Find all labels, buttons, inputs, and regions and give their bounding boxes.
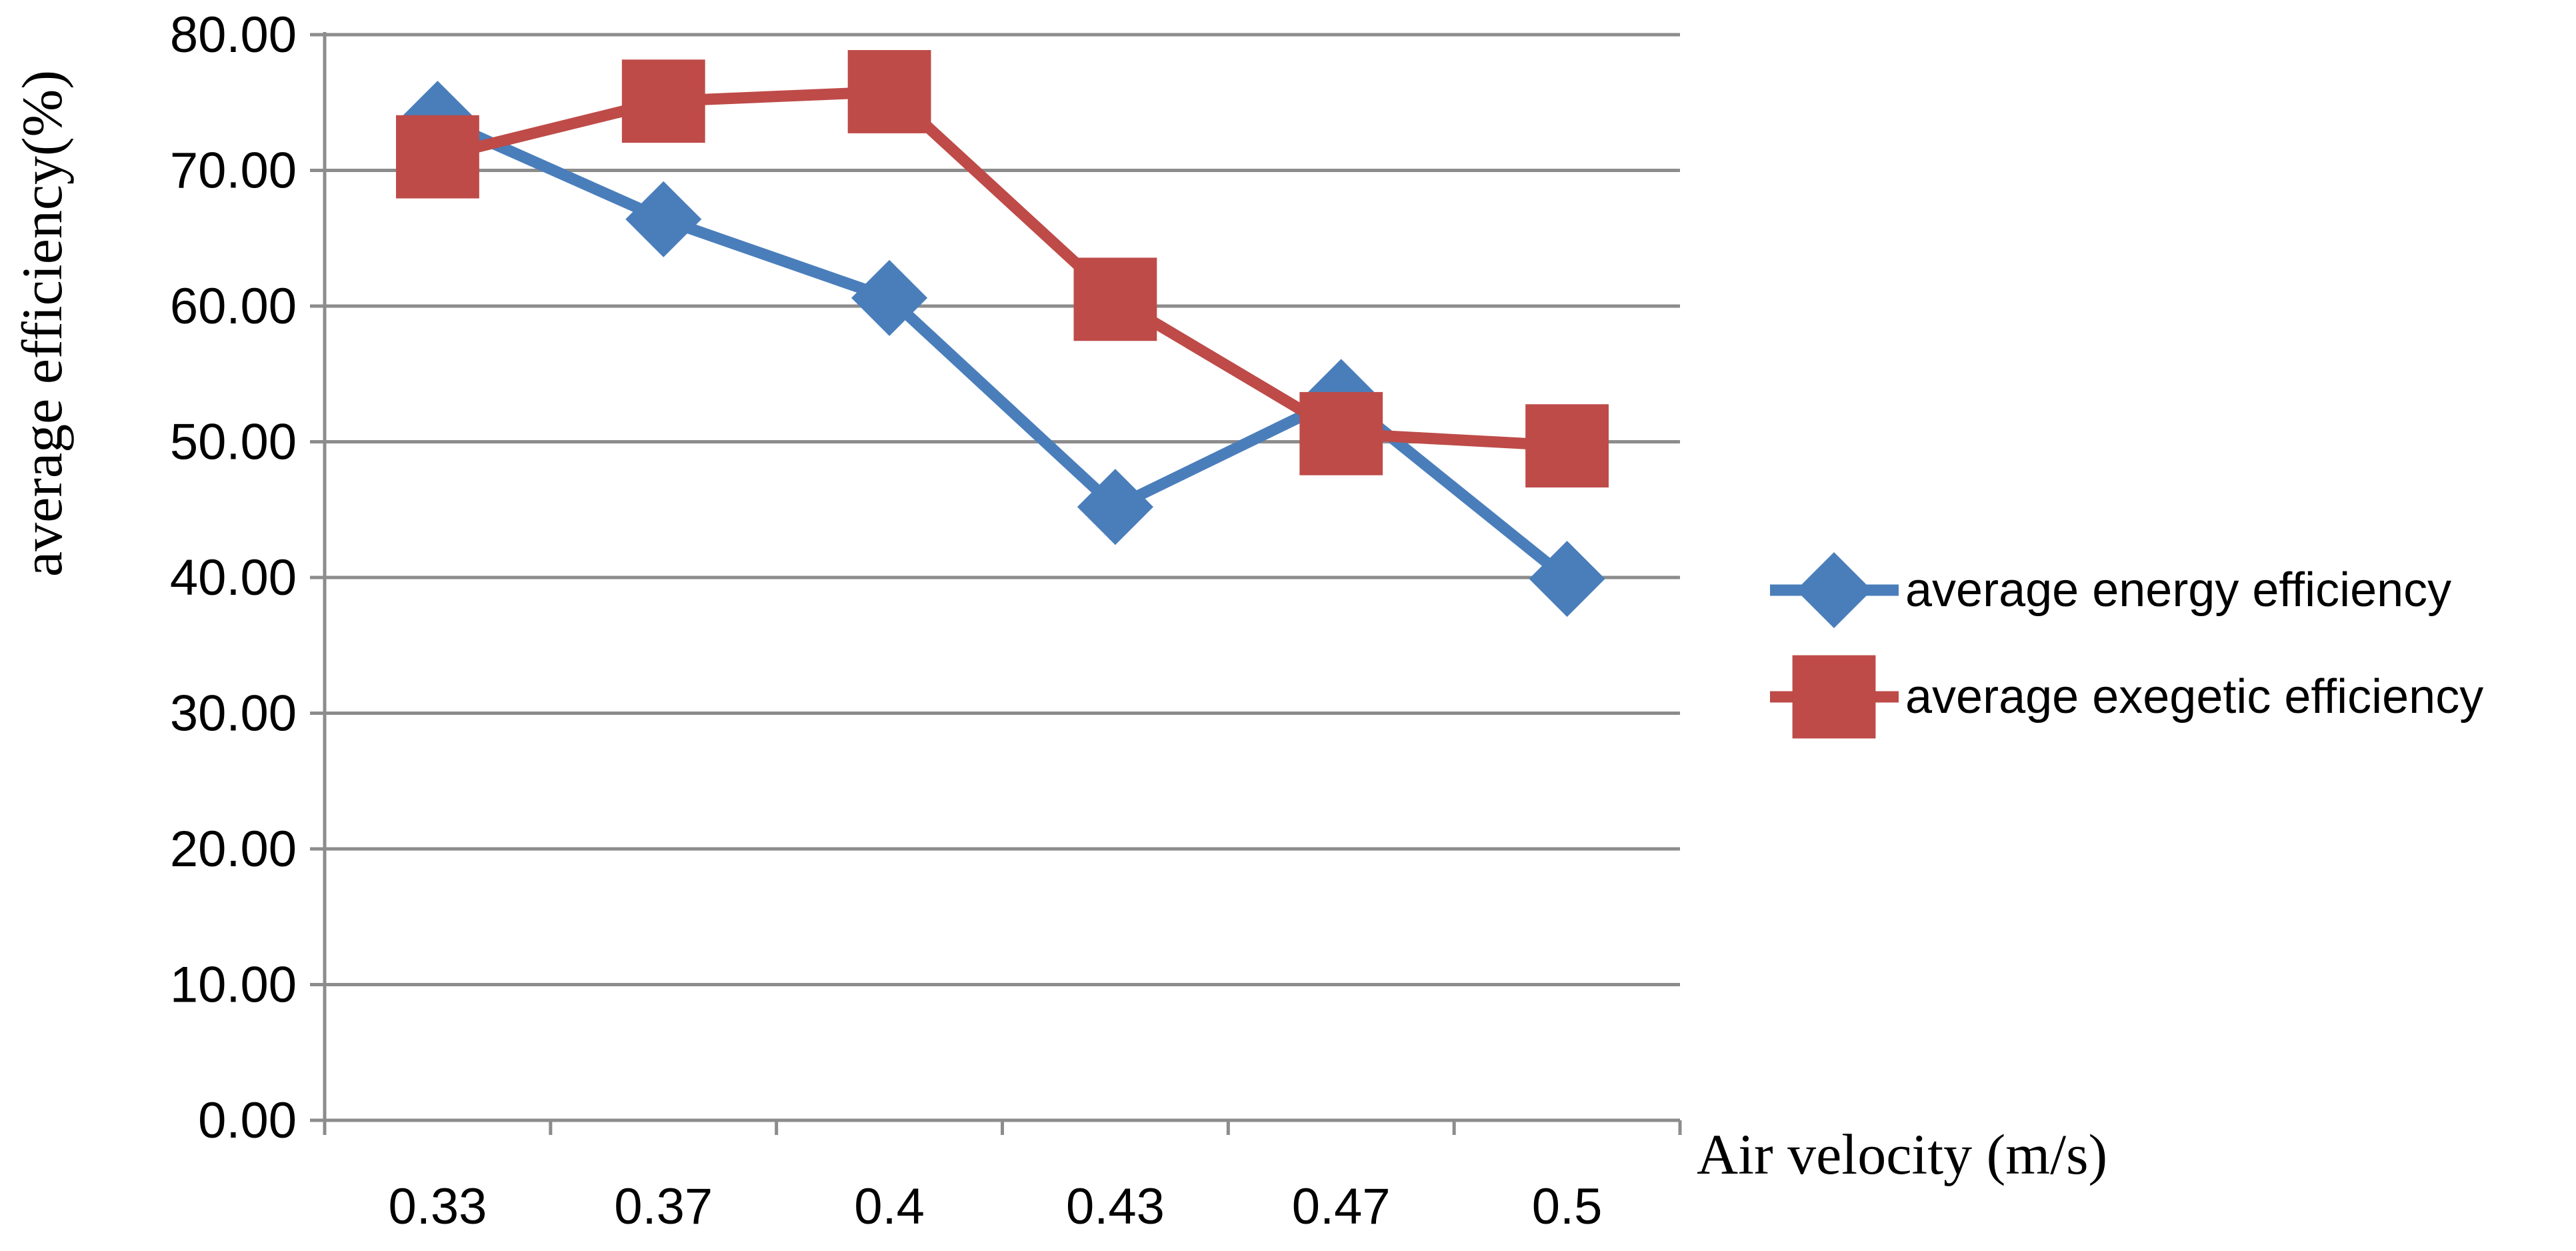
legend-entry: average energy efficiency bbox=[1770, 551, 2451, 629]
y-tick-label: 80.00 bbox=[170, 7, 297, 63]
data-point-square bbox=[847, 50, 931, 133]
y-tick-labels: 0.00 10.00 20.00 30.00 40.00 50.00 60.00 70.00 8… bbox=[170, 7, 297, 1149]
y-tick-label: 0.00 bbox=[198, 1092, 297, 1149]
y-tick-label: 10.00 bbox=[170, 957, 297, 1014]
data-point-square bbox=[1073, 257, 1157, 341]
legend-marker-square bbox=[1792, 655, 1876, 739]
x-tick-label: 0.47 bbox=[1292, 1178, 1391, 1235]
data-point-diamond bbox=[625, 181, 702, 257]
y-axis-title: average efficiency(%) bbox=[10, 70, 74, 577]
y-tick-label: 40.00 bbox=[170, 549, 297, 606]
y-tick-label: 30.00 bbox=[170, 686, 297, 742]
legend-label: average exegetic efficiency bbox=[1905, 670, 2483, 724]
series bbox=[396, 50, 1609, 617]
x-tick-labels: 0.33 0.37 0.4 0.43 0.47 0.5 bbox=[388, 1178, 1602, 1235]
y-tick-label: 50.00 bbox=[170, 414, 297, 471]
data-point-diamond bbox=[1529, 540, 1605, 617]
y-tick-label: 70.00 bbox=[170, 143, 297, 199]
legend-entry: average exegetic efficiency bbox=[1770, 655, 2483, 739]
x-tick-label: 0.43 bbox=[1066, 1178, 1165, 1235]
data-point-diamond bbox=[851, 259, 928, 336]
data-point-square bbox=[1525, 404, 1609, 488]
legend: average energy efficiency average exegeti… bbox=[1770, 551, 2483, 739]
legend-marker-diamond bbox=[1795, 551, 1873, 629]
x-tick-label: 0.4 bbox=[854, 1178, 925, 1235]
series-2 bbox=[396, 50, 1609, 488]
y-tick-label: 20.00 bbox=[170, 821, 297, 878]
x-tick-label: 0.33 bbox=[388, 1178, 487, 1235]
x-tick-label: 0.37 bbox=[614, 1178, 713, 1235]
axes bbox=[310, 32, 1682, 1135]
series-1 bbox=[399, 81, 1605, 617]
y-tick-label: 60.00 bbox=[170, 278, 297, 335]
data-point-diamond bbox=[1077, 469, 1153, 545]
data-point-square bbox=[1299, 391, 1383, 475]
x-axis-title: Air velocity (m/s) bbox=[1697, 1122, 2107, 1186]
data-point-square bbox=[621, 59, 705, 143]
data-point-square bbox=[396, 115, 479, 199]
legend-label: average energy efficiency bbox=[1905, 563, 2451, 617]
series-line bbox=[436, 85, 1568, 452]
x-tick-label: 0.5 bbox=[1532, 1178, 1603, 1235]
